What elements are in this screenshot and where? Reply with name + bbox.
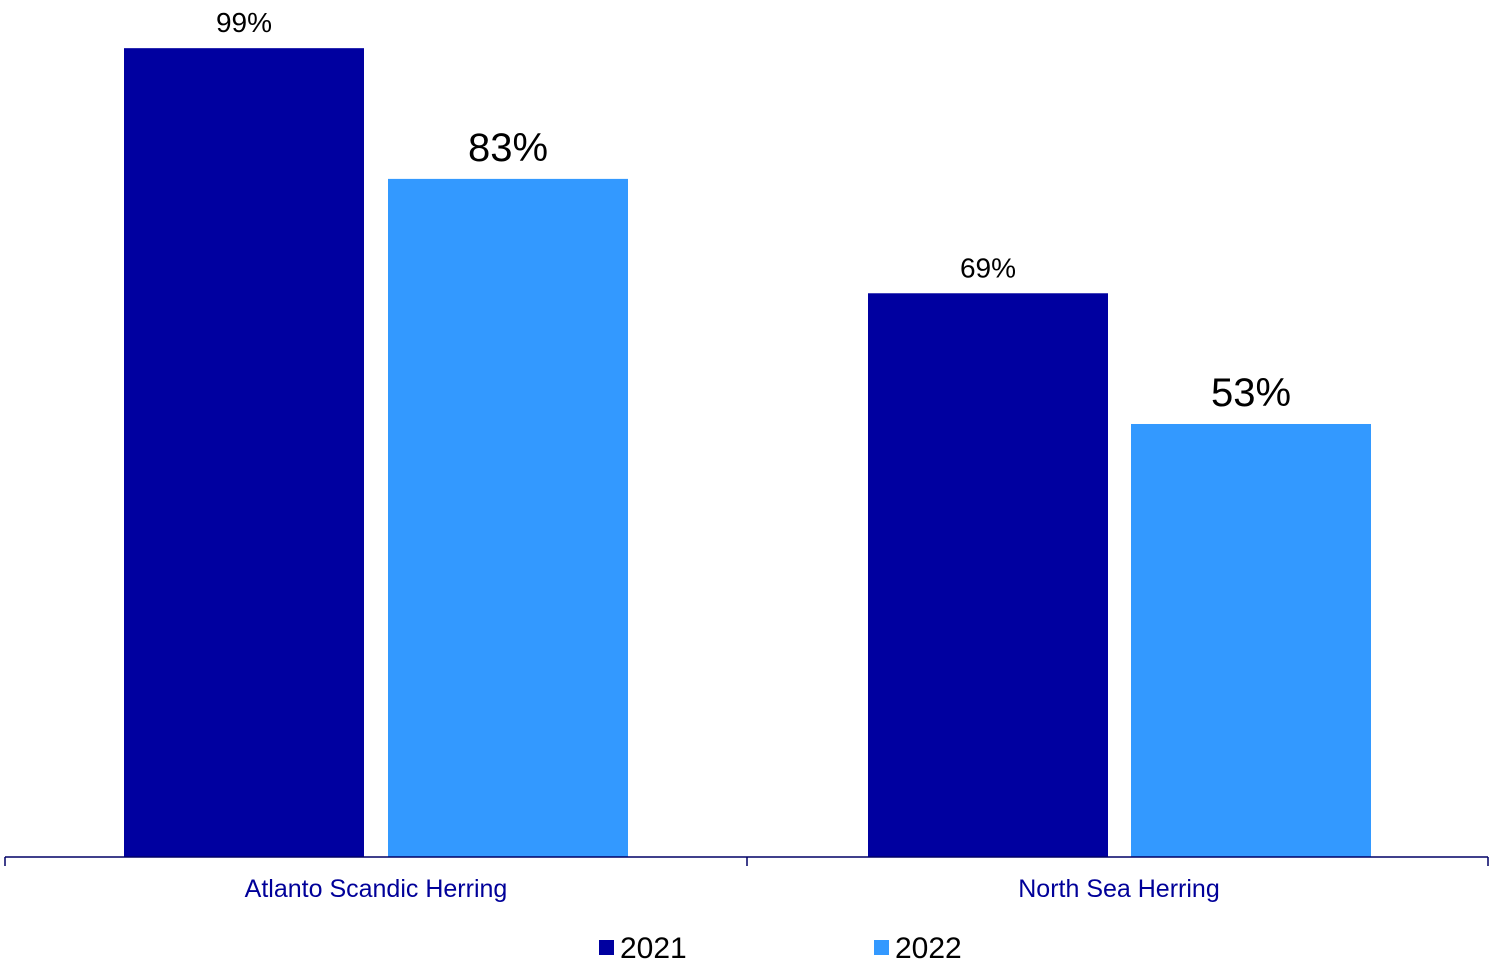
x-axis [4, 856, 1489, 866]
value-labels-group: 99% 83% 69% 53% [216, 7, 1291, 415]
bar-north-sea-2021 [868, 293, 1108, 857]
value-label-north-sea-2022: 53% [1211, 371, 1291, 415]
bars-group [124, 48, 1371, 858]
value-label-atlanto-2022: 83% [468, 126, 548, 170]
bar-north-sea-2022 [1131, 423, 1371, 857]
legend-swatch-2021 [599, 940, 614, 955]
category-label-north-sea: North Sea Herring [1018, 875, 1219, 903]
legend-label-2022: 2022 [895, 932, 962, 965]
legend: 2021 2022 [599, 932, 962, 965]
value-label-atlanto-2021: 99% [216, 7, 272, 38]
bar-atlanto-2022 [388, 178, 628, 857]
value-label-north-sea-2021: 69% [960, 252, 1016, 283]
category-label-atlanto: Atlanto Scandic Herring [245, 875, 508, 903]
category-labels-group: Atlanto Scandic Herring North Sea Herring [245, 875, 1220, 903]
legend-label-2021: 2021 [620, 932, 687, 965]
legend-swatch-2022 [874, 940, 889, 955]
bar-atlanto-2021 [124, 48, 364, 858]
